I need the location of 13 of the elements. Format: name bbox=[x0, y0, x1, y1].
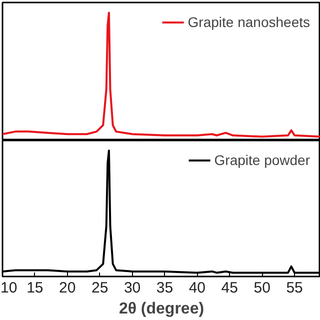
x-tick-label: 15 bbox=[26, 280, 44, 296]
legend-label: Grapite nanosheets bbox=[188, 14, 310, 30]
x-tick-label: 55 bbox=[286, 280, 303, 296]
x-tick-label: 50 bbox=[254, 280, 270, 296]
x-tick-label: 40 bbox=[188, 280, 206, 296]
x-tick-label: 10 bbox=[0, 280, 18, 296]
x-tick-label: 30 bbox=[124, 280, 141, 296]
x-tick-label: 20 bbox=[59, 280, 76, 296]
x-tick-label: 35 bbox=[156, 280, 174, 296]
x-tick-label: 45 bbox=[221, 280, 238, 296]
x-tick-label: 25 bbox=[92, 280, 108, 296]
x-axis-title: 2θ (degree) bbox=[118, 300, 204, 318]
legend-label: Grapite powder bbox=[214, 152, 310, 168]
